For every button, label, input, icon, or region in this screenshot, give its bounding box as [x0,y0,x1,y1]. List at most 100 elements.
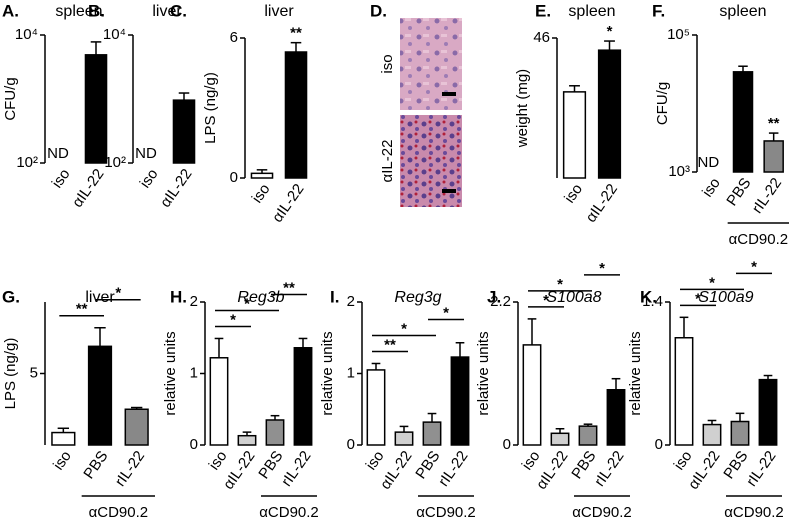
y-axis-label: weight (mg) [514,69,531,148]
x-tick-label: iso [249,181,274,206]
y-axis-label: CFU/g [90,77,107,120]
group-label: αCD90.2 [724,504,784,521]
significance-label: * [115,285,121,302]
bar [366,369,386,446]
significance-label: * [599,260,605,277]
significance-label: * [230,311,236,328]
bar [293,347,313,446]
bar [450,356,470,446]
significance-label: * [401,320,407,337]
y-tick-label: 0 [230,169,238,186]
bar [209,357,229,446]
panel-label: I. [330,287,339,306]
significance-label: * [695,290,701,307]
x-tick-label: iso [50,448,75,473]
y-tick-label: 2 [347,293,355,310]
bar [422,421,442,446]
y-tick-label: 10² [104,154,126,171]
panel-label: H. [170,287,187,306]
x-tick-label: iso [137,166,162,191]
micrograph [400,115,462,207]
y-axis-label: relative units [627,331,644,415]
panel-label: J. [487,287,501,306]
significance-label: * [557,276,563,293]
y-tick-label: 10⁴ [15,26,38,43]
bar [732,71,754,173]
x-tick-label: rIL-22 [278,448,314,490]
y-tick-label: 46 [533,29,550,46]
not-detected-label: ND [135,145,157,162]
significance-label: ** [283,279,295,296]
bar [763,140,784,173]
x-tick-label: iso [671,448,696,473]
bar [730,420,750,446]
panel-label: A. [2,1,19,20]
chart-title: liver [85,289,115,306]
bar [550,432,570,446]
chart-title: Reg3b [237,289,284,306]
y-axis-label: relative units [475,331,492,415]
y-tick-label: 10⁴ [103,26,126,43]
bar [87,345,113,446]
significance-label: * [244,295,250,312]
bar [250,172,274,179]
x-tick-label: iso [363,448,388,473]
y-axis-label: CFU/g [654,82,671,125]
significance-label: * [607,23,613,40]
chart-title: spleen [568,3,615,20]
bar [674,337,694,446]
x-tick-label: iso [699,175,724,200]
significance-label: ** [768,115,780,132]
y-tick-label: 10³ [668,163,690,180]
x-tick-label: αIL-22 [69,166,108,211]
x-tick-label: rIL-22 [112,448,148,490]
group-label: αCD90.2 [259,504,319,521]
x-tick-label: iso [49,166,74,191]
bar [562,91,587,179]
chart-title: liver [152,3,182,20]
y-axis-label: CFU/g [2,77,19,120]
y-tick-label: 2 [190,293,198,310]
y-tick-label: 6 [230,29,238,46]
y-tick-label: 1 [190,364,198,381]
group-label: αCD90.2 [89,504,149,521]
panel-label: C. [170,1,187,20]
x-tick-label: rIL-22 [743,448,779,490]
bar [237,434,257,446]
x-tick-label: iso [561,181,586,206]
x-tick-label: PBS [80,448,111,482]
panel-label: B. [88,1,105,20]
bar [284,51,308,179]
chart-title: spleen [55,3,102,20]
panel-label: F. [652,1,665,20]
bar [522,344,542,446]
group-label: αCD90.2 [729,231,789,248]
image-label: αIL-22 [379,140,396,183]
not-detected-label: ND [47,145,69,162]
y-tick-label: 0 [655,436,663,453]
y-tick-label: 10⁵ [667,26,690,43]
bar [702,423,722,446]
significance-label: * [709,274,715,291]
x-tick-label: αIL-22 [583,181,622,226]
significance-label: * [443,304,449,321]
significance-label: * [543,292,549,309]
y-tick-label: 0 [190,436,198,453]
y-tick-label: 2.2 [490,293,511,310]
x-tick-label: iso [519,448,544,473]
y-tick-label: 1 [347,364,355,381]
y-tick-label: 10² [16,154,38,171]
x-tick-label: rIL-22 [591,448,627,490]
bar [265,419,285,446]
y-tick-label: 5 [30,364,38,381]
bar [394,431,414,446]
group-label: αCD90.2 [572,504,632,521]
y-axis-label: relative units [162,331,179,415]
y-axis-label: LPS (ng/g) [2,338,19,410]
bar [578,425,598,446]
chart-title: S100a9 [698,289,753,306]
chart-title: S100a8 [546,289,601,306]
chart-title: liver [264,3,294,20]
panel-label: E. [535,1,551,20]
